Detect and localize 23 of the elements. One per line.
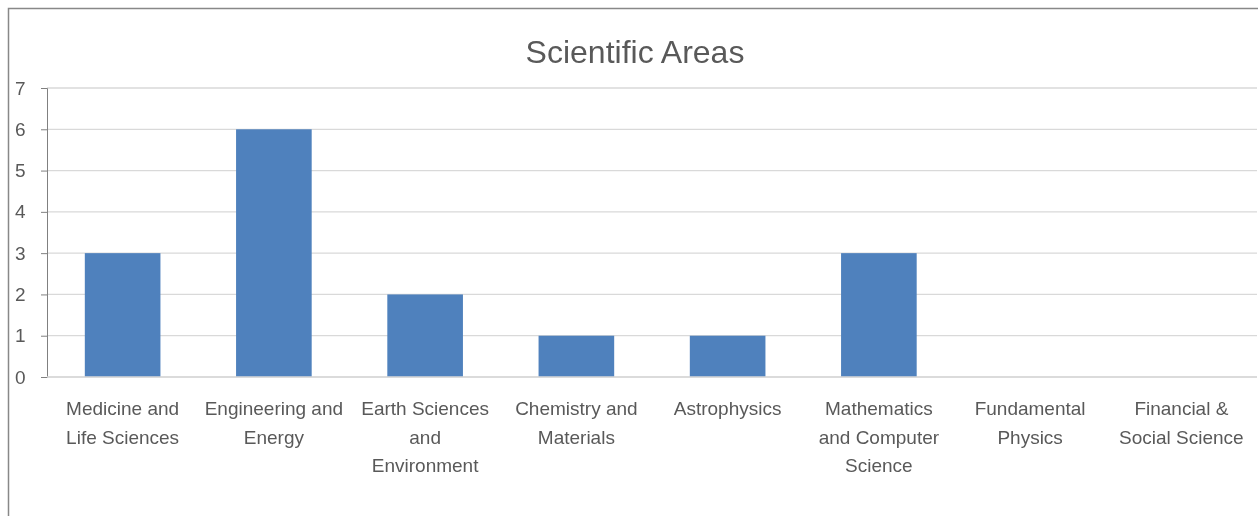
y-tick-label: 2 xyxy=(15,284,26,306)
x-tick-label: Medicine and Life Sciences xyxy=(66,398,180,448)
y-tick-label: 1 xyxy=(15,325,26,347)
x-tick-label: Chemistry and Materials xyxy=(515,398,638,448)
x-tick-label: Earth Sciences and Environment xyxy=(361,398,490,476)
bar xyxy=(84,253,161,377)
x-tick-label: Financial & Social Science xyxy=(1119,398,1244,448)
x-tick-label: Fundamental Physics xyxy=(974,398,1086,448)
y-tick-label: 6 xyxy=(15,118,26,140)
chart-title: Scientific Areas xyxy=(525,34,745,70)
y-tick-label: 5 xyxy=(15,160,26,182)
x-tick-label: Engineering and Energy xyxy=(204,398,344,448)
bar xyxy=(387,294,463,377)
bar xyxy=(236,129,312,377)
y-tick-label: 0 xyxy=(15,366,26,388)
bar xyxy=(841,253,917,377)
bar xyxy=(538,335,615,377)
y-tick-label: 3 xyxy=(15,242,26,264)
bar xyxy=(689,335,766,377)
y-tick-label: 7 xyxy=(15,77,26,99)
x-tick-label: Mathematics and Computer Science xyxy=(818,398,940,476)
x-tick-label: Astrophysics xyxy=(673,398,782,419)
y-tick-label: 4 xyxy=(15,201,26,223)
